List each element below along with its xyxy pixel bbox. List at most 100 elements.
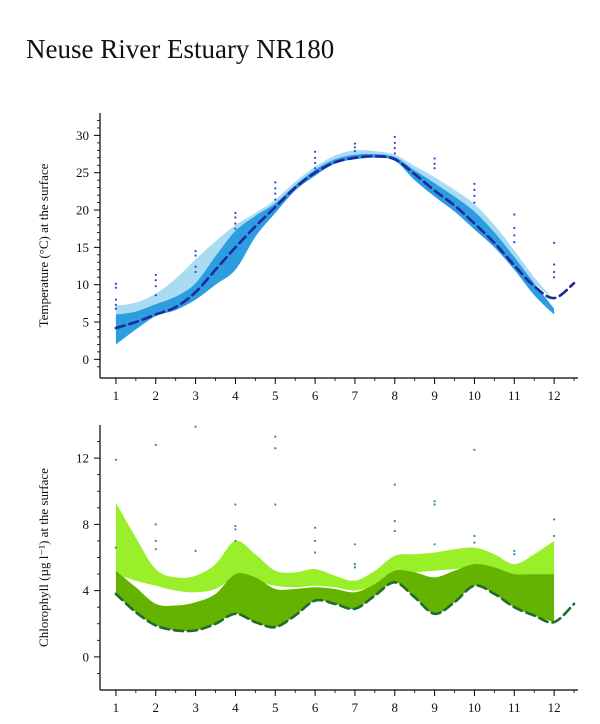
page-title: Neuse River Estuary NR180	[26, 34, 335, 64]
temp-data-point	[274, 181, 277, 184]
chl-data-point	[473, 534, 476, 538]
chl-median-line	[114, 580, 576, 633]
chl-data-point	[473, 541, 476, 544]
temp-data-point	[473, 194, 476, 197]
chl-data-point	[274, 503, 277, 506]
temp-data-point	[114, 282, 117, 285]
chl-y-tick-label: 12	[76, 451, 89, 466]
temp-y-axis-label: Temperature (°C) at the surface	[36, 163, 51, 327]
temp-data-point	[513, 241, 516, 244]
chl-data-point	[393, 520, 396, 523]
temp-data-point	[234, 216, 237, 219]
temp-y-tick-label: 0	[83, 352, 90, 367]
chl-data-point	[194, 549, 197, 553]
chl-data-point	[353, 563, 356, 566]
temp-data-point	[393, 141, 396, 144]
temp-x-tick-label: 6	[312, 388, 319, 403]
chl-dark-band	[115, 564, 555, 632]
temp-data-point	[513, 213, 516, 216]
temp-data-point	[314, 167, 317, 170]
temp-data-point	[353, 146, 356, 149]
temp-data-point	[194, 265, 197, 268]
chl-data-point	[274, 447, 277, 450]
chl-x-tick-label: 9	[431, 700, 438, 715]
chl-data-point	[274, 435, 277, 438]
chl-data-point	[473, 448, 476, 451]
chl-x-tick-label: 2	[153, 700, 160, 715]
temp-data-point	[433, 167, 436, 170]
temp-data-point	[314, 156, 317, 159]
temp-data-point	[114, 303, 117, 306]
temp-data-point	[274, 198, 277, 201]
temp-data-point	[314, 150, 317, 153]
chl-data-point	[234, 528, 237, 531]
temp-data-point	[154, 294, 157, 297]
chl-data-point	[234, 524, 237, 528]
chl-data-point	[314, 551, 317, 554]
temp-data-point	[393, 152, 396, 155]
temp-data-point	[234, 211, 237, 215]
temp-data-point	[553, 276, 556, 279]
temp-data-point	[513, 226, 516, 230]
temp-x-tick-label: 2	[153, 388, 160, 403]
chl-y-tick-label: 8	[83, 517, 90, 532]
chl-x-tick-label: 6	[312, 700, 319, 715]
temp-x-tick-label: 11	[508, 388, 521, 403]
temp-x-tick-label: 9	[431, 388, 438, 403]
chl-data-point	[513, 553, 516, 556]
temp-y-tick-label: 25	[76, 165, 89, 180]
temp-data-point	[194, 270, 197, 274]
temp-data-point	[393, 147, 396, 150]
chl-x-tick-label: 4	[232, 700, 239, 715]
temp-data-point	[154, 273, 157, 277]
chl-x-tick-label: 8	[392, 700, 399, 715]
temp-x-tick-label: 4	[232, 388, 239, 403]
temp-x-tick-label: 12	[548, 388, 561, 403]
temp-data-point	[154, 285, 157, 288]
chl-data-point	[433, 500, 436, 503]
temp-data-point	[154, 279, 157, 282]
chl-data-point	[393, 529, 396, 533]
chl-data-point	[234, 503, 237, 506]
chl-data-point	[114, 458, 117, 461]
chl-data-point	[114, 546, 117, 549]
temp-y-tick-label: 15	[76, 240, 89, 255]
temp-data-point	[473, 201, 476, 204]
temp-data-point	[114, 307, 117, 310]
temp-data-point	[433, 162, 436, 165]
temp-data-point	[194, 250, 197, 253]
chl-data-point	[553, 534, 556, 538]
chl-data-point	[194, 425, 197, 428]
temp-data-point	[114, 298, 117, 301]
temp-x-tick-label: 7	[352, 388, 359, 403]
temp-data-point	[194, 254, 197, 257]
chl-data-point	[314, 539, 317, 543]
chl-data-point	[353, 566, 356, 569]
chl-data-point	[154, 539, 157, 543]
temp-data-point	[274, 187, 277, 190]
chl-data-point	[433, 543, 436, 546]
temp-y-tick-label: 30	[76, 128, 89, 143]
chl-data-point	[433, 503, 436, 506]
chl-x-tick-label: 12	[548, 700, 561, 715]
temp-y-tick-label: 20	[76, 203, 89, 218]
chl-data-point	[513, 549, 516, 553]
temp-data-point	[473, 188, 476, 191]
temp-data-point	[234, 222, 237, 225]
chl-x-tick-label: 10	[468, 700, 481, 715]
chl-data-point	[353, 543, 356, 546]
temp-y-tick-label: 5	[83, 315, 90, 330]
chl-x-tick-label: 7	[352, 700, 359, 715]
chl-data-point	[154, 443, 157, 446]
temp-data-point	[433, 157, 436, 160]
temp-data-point	[473, 182, 476, 185]
chl-data-point	[234, 539, 237, 543]
temp-x-tick-label: 8	[392, 388, 399, 403]
chl-data-point	[553, 518, 556, 521]
temp-dark-band	[115, 153, 555, 345]
temp-data-point	[314, 161, 317, 165]
temp-median-line	[114, 154, 576, 330]
chl-x-tick-label: 3	[192, 700, 199, 715]
